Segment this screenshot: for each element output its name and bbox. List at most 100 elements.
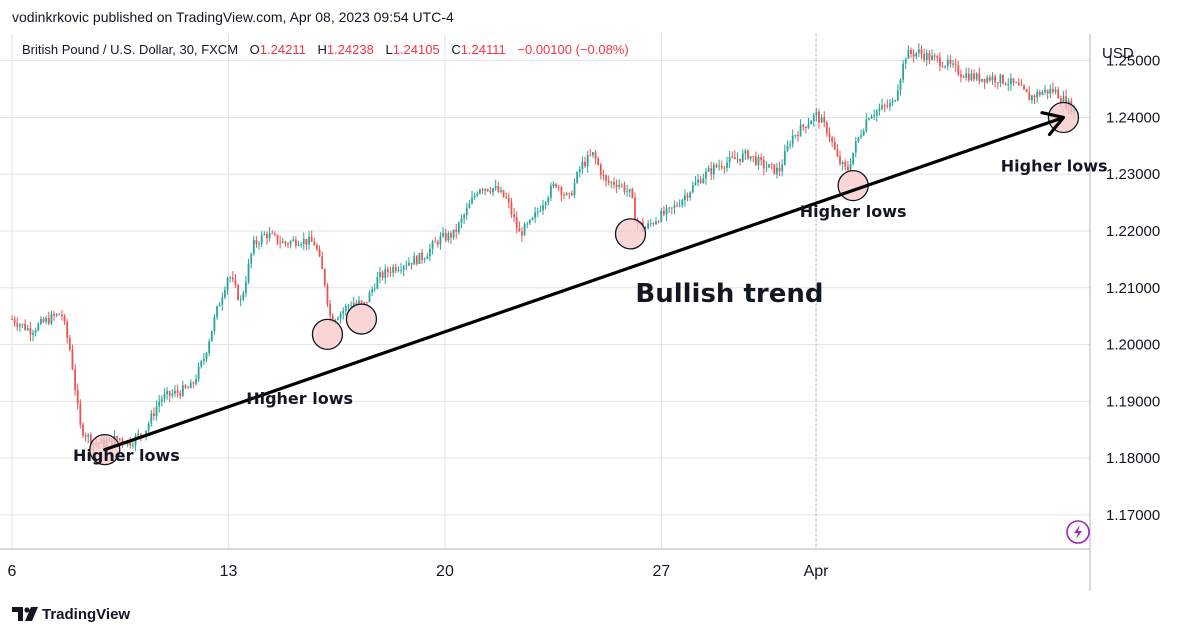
candle-body — [500, 190, 502, 192]
candle-body — [723, 167, 726, 169]
trend-arrowhead — [1040, 111, 1066, 137]
candle-body — [778, 167, 781, 172]
x-tick-label: 20 — [436, 563, 454, 580]
candles — [11, 43, 1075, 453]
candle-body — [531, 217, 534, 220]
candle-body — [394, 266, 397, 271]
candle-body — [839, 156, 841, 165]
y-tick-label: 1.22000 — [1106, 223, 1160, 240]
candle-body — [426, 256, 429, 259]
candle-body — [910, 49, 912, 55]
candle-body — [949, 59, 952, 64]
candle-body — [208, 341, 211, 353]
candle-body — [931, 55, 933, 60]
candle-body — [791, 135, 794, 145]
candle-body — [355, 302, 358, 304]
candle-body — [287, 243, 289, 245]
candle-body — [747, 150, 749, 159]
candle-body — [381, 272, 384, 278]
candle-body — [166, 391, 168, 395]
candle-body — [494, 186, 497, 189]
candle-body — [358, 300, 360, 303]
candle-body — [786, 145, 789, 151]
candle-body — [168, 391, 171, 396]
candle-body — [1036, 91, 1039, 98]
candle-body — [410, 262, 413, 265]
candle-body — [1031, 95, 1033, 101]
candle-body — [200, 361, 203, 367]
x-tick-label: 13 — [220, 563, 238, 580]
candle-body — [352, 302, 355, 306]
price-axis[interactable]: 1.25000 1.24000 1.23000 1.22000 1.21000 1.200… — [1106, 53, 1160, 524]
candle-body — [189, 382, 192, 389]
candle-body — [576, 172, 579, 183]
candle-body — [902, 63, 904, 80]
candle-body — [684, 195, 686, 200]
candle-body — [539, 210, 542, 212]
higher-lows-label: Higher lows — [800, 202, 907, 221]
candle-body — [331, 315, 334, 322]
candle-body — [463, 215, 466, 219]
candle-body — [476, 193, 479, 196]
candle-body — [820, 117, 823, 123]
candle-body — [804, 126, 807, 129]
candle-body — [615, 184, 618, 187]
candle-body — [365, 302, 368, 303]
candle-body — [405, 265, 408, 267]
candle-body — [765, 167, 768, 169]
legend-open-value: 1.24211 — [260, 42, 306, 57]
candle-body — [565, 193, 568, 195]
candle-body — [1020, 85, 1023, 86]
candle-body — [731, 156, 734, 158]
candle-body — [705, 171, 707, 179]
candle-body — [668, 207, 671, 209]
y-tick-label: 1.18000 — [1106, 450, 1160, 467]
candle-body — [179, 392, 182, 396]
candle-body — [923, 53, 926, 60]
candle-body — [334, 319, 337, 322]
candle-body — [831, 137, 834, 142]
candle-body — [497, 186, 500, 192]
candle-body — [1015, 82, 1018, 84]
candle-body — [678, 205, 681, 207]
candle-body — [266, 233, 268, 239]
candle-body — [860, 135, 862, 138]
candle-body — [917, 49, 920, 53]
candle-body — [250, 253, 253, 264]
footer-brand[interactable]: TradingView — [12, 603, 130, 625]
candle-body — [1054, 89, 1057, 92]
candle-body — [781, 164, 784, 172]
candle-body — [599, 164, 602, 176]
x-tick-label: 6 — [8, 563, 17, 580]
candle-body — [528, 219, 531, 224]
candle-body — [699, 179, 702, 183]
candle-body — [58, 313, 61, 315]
time-axis[interactable]: 6 13 20 27 Apr — [8, 563, 830, 580]
candle-body — [1044, 89, 1046, 92]
legend-open-label: O — [250, 42, 260, 57]
candle-body — [720, 165, 723, 168]
legend-low-value: 1.24105 — [393, 42, 440, 57]
legend-high-label: H — [317, 42, 326, 57]
candle-body — [155, 406, 158, 417]
candle-body — [578, 169, 581, 173]
candle-body — [1057, 89, 1060, 99]
candle-body — [413, 256, 416, 265]
candle-body — [870, 116, 873, 119]
candle-body — [783, 150, 786, 165]
candle-body — [689, 192, 692, 198]
candle-body — [1025, 89, 1028, 93]
candle-body — [960, 74, 962, 77]
price-chart[interactable]: British Pound / U.S. Dollar, 30, FXCM O1… — [0, 34, 1200, 634]
candle-body — [768, 164, 770, 168]
trend-line — [103, 115, 1066, 452]
candle-body — [216, 306, 218, 318]
candle-body — [536, 211, 539, 213]
lightning-icon[interactable] — [1066, 520, 1090, 544]
candle-body — [881, 105, 883, 109]
candle-body — [988, 77, 991, 81]
candle-body — [694, 182, 697, 186]
candle-body — [313, 241, 316, 246]
candle-body — [489, 191, 492, 193]
candle-body — [205, 352, 208, 360]
